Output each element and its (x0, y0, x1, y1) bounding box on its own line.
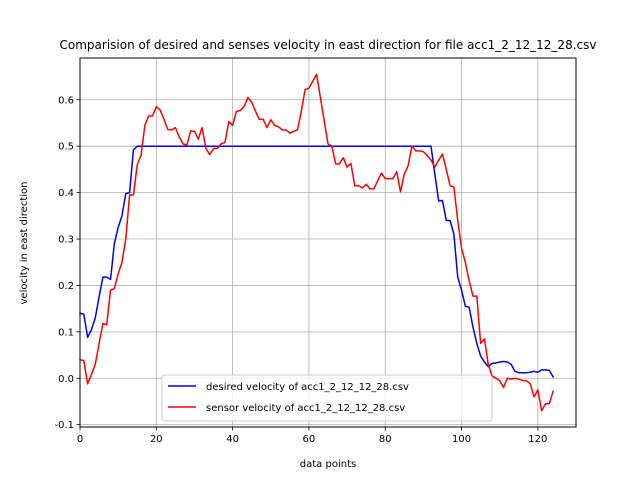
y-tick-label: 0.4 (58, 188, 74, 199)
series-line-sensor (79, 73, 555, 412)
plot-frame (79, 57, 577, 428)
x-ticks: 0 20 40 60 80 100 120 (77, 427, 547, 445)
series-layer (79, 73, 555, 412)
x-tick-label: 120 (528, 434, 547, 445)
y-tick-label: 0.3 (58, 235, 74, 246)
x-axis-label: data points (300, 459, 356, 470)
x-tick-label: 0 (77, 434, 83, 445)
y-tick-label: 0.0 (58, 374, 74, 385)
y-tick-label: 0.6 (58, 95, 74, 106)
x-tick-label: 80 (379, 434, 392, 445)
y-ticks: -0.1 0.0 0.1 0.2 0.3 0.4 0.5 0.6 (54, 95, 80, 431)
legend-label-sensor: sensor velocity of acc1_2_12_12_28.csv (206, 403, 405, 414)
y-tick-label: 0.5 (58, 142, 74, 153)
x-tick-label: 40 (226, 434, 239, 445)
y-tick-label: 0.1 (58, 327, 74, 338)
legend-label-desired: desired velocity of acc1_2_12_12_28.csv (206, 382, 409, 393)
legend-box (161, 374, 493, 422)
y-tick-label: 0.2 (58, 281, 74, 292)
x-tick-label: 60 (303, 434, 316, 445)
legend: desired velocity of acc1_2_12_12_28.csv … (161, 374, 493, 422)
x-tick-label: 20 (150, 434, 163, 445)
y-axis-label: velocity in east direction (19, 182, 30, 305)
chart-title: Comparision of desired and senses veloci… (60, 38, 597, 52)
series-line-desired (79, 145, 555, 378)
x-tick-label: 100 (452, 434, 471, 445)
y-tick-label: -0.1 (54, 420, 74, 431)
